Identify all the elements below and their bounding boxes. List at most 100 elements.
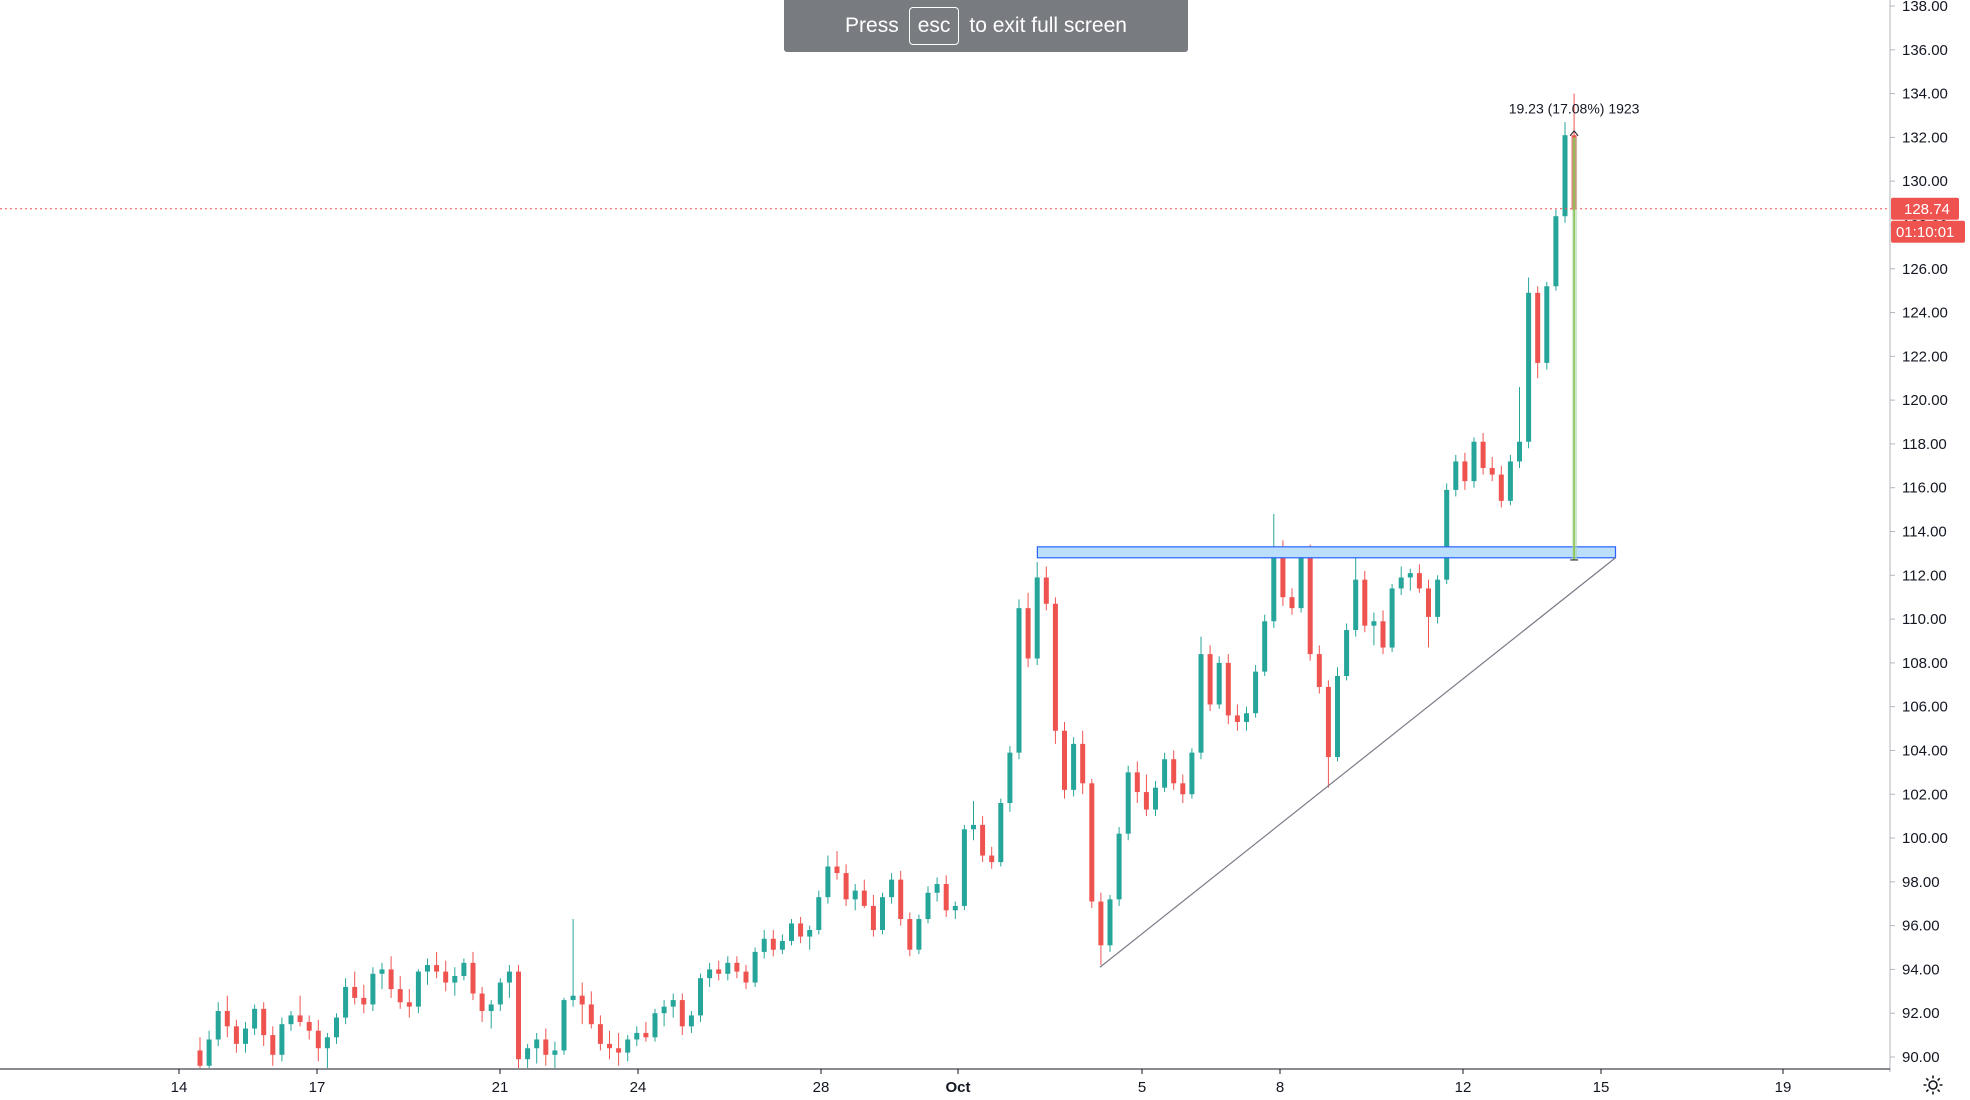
candle-body	[588, 1004, 594, 1025]
candle-body	[443, 971, 449, 983]
candle-body	[770, 938, 776, 950]
candle	[206, 1030, 212, 1068]
candle-body	[698, 978, 703, 1016]
candle-body	[1016, 608, 1022, 753]
candle-body	[1335, 676, 1340, 758]
candle-body	[707, 969, 713, 979]
candle-body	[952, 905, 958, 911]
candle-body	[215, 1011, 221, 1040]
candle	[1471, 437, 1477, 488]
last-price-tag	[1891, 197, 1959, 220]
candle	[934, 877, 940, 902]
candle-body	[1225, 662, 1231, 716]
candle	[1271, 513, 1277, 628]
candle-body	[1362, 579, 1368, 626]
candle-body	[1426, 588, 1431, 617]
candle-body	[1562, 135, 1568, 217]
resistance-zone	[1036, 546, 1617, 559]
candle-body	[425, 965, 430, 972]
x-tick-label: 17	[309, 1079, 326, 1096]
price-axis[interactable]: 138.00136.00134.00132.00130.00128.00126.…	[1890, 0, 1948, 1066]
x-tick-label: 5	[1138, 1079, 1146, 1096]
candle	[525, 1043, 531, 1068]
candle	[561, 997, 567, 1055]
y-tick-label: 126.00	[1902, 261, 1948, 278]
candle	[1544, 281, 1550, 370]
time-axis[interactable]: 14 17 21 24 28 Oct 5 8 12 15 19	[171, 1069, 1792, 1096]
candle-body	[807, 930, 813, 937]
candle	[952, 901, 958, 920]
settings-gear-icon[interactable]	[1922, 1074, 1944, 1096]
countdown-tag	[1891, 220, 1965, 243]
candle-body	[634, 1032, 640, 1040]
candle	[1016, 599, 1022, 760]
candle-body	[379, 969, 385, 974]
candle	[661, 1000, 667, 1027]
candle	[1107, 894, 1113, 952]
candle-body	[270, 1035, 276, 1055]
candle	[961, 824, 967, 911]
candle-body	[734, 962, 740, 972]
candle-body	[1271, 549, 1277, 622]
candle-body	[1535, 292, 1541, 363]
candle-body	[1344, 630, 1350, 677]
candle	[779, 934, 785, 955]
candle-body	[1143, 792, 1149, 810]
candle	[1162, 752, 1168, 793]
candle	[1444, 483, 1450, 585]
candle-body	[1134, 772, 1140, 793]
candle-body	[243, 1028, 248, 1044]
candle-body	[607, 1043, 612, 1049]
trend-line	[1099, 557, 1616, 968]
candle-body	[397, 989, 403, 1003]
candle	[770, 930, 776, 957]
candle	[506, 965, 512, 998]
candle	[861, 879, 867, 909]
y-tick-label: 112.00	[1902, 567, 1947, 584]
candle-body	[1216, 662, 1222, 705]
candle	[543, 1028, 549, 1066]
candle-body	[306, 1021, 312, 1031]
candle-body	[1407, 573, 1413, 578]
candle-body	[1262, 621, 1268, 672]
candle	[716, 960, 722, 981]
candle-body	[534, 1039, 540, 1049]
candle	[998, 798, 1004, 867]
candle	[889, 873, 895, 904]
candle	[534, 1032, 540, 1064]
candle-body	[1244, 713, 1249, 722]
candle	[288, 1011, 294, 1031]
candle	[1071, 737, 1077, 797]
candle	[916, 914, 922, 955]
y-tick-label: 110.00	[1902, 611, 1947, 628]
candle-body	[1253, 671, 1259, 714]
candle-body	[989, 855, 995, 863]
candle	[1507, 454, 1513, 506]
candle-body	[488, 1004, 494, 1012]
candle-body	[543, 1039, 549, 1055]
candle	[843, 864, 849, 906]
candle-body	[1089, 783, 1095, 902]
candle	[425, 958, 430, 985]
candle	[798, 916, 804, 944]
y-tick-label: 100.00	[1902, 830, 1948, 847]
candle	[943, 875, 949, 917]
y-tick-label: 130.00	[1902, 173, 1948, 190]
candle-body	[852, 890, 858, 900]
drawing-overlays: 19.23 (17.08%) 1923	[0, 100, 1890, 968]
candle-body	[361, 997, 367, 1005]
candle	[925, 886, 931, 924]
candle	[1462, 452, 1468, 490]
candle	[470, 951, 476, 1001]
candle-body	[1498, 474, 1504, 501]
candle-body	[1162, 759, 1168, 788]
candle	[1052, 597, 1058, 744]
y-tick-label: 124.00	[1902, 305, 1948, 322]
candle	[243, 1021, 248, 1053]
candle	[1416, 564, 1422, 593]
candle-body	[233, 1026, 239, 1044]
candle-body	[1507, 461, 1513, 501]
y-tick-label: 132.00	[1902, 129, 1948, 146]
candle-body	[961, 829, 967, 906]
